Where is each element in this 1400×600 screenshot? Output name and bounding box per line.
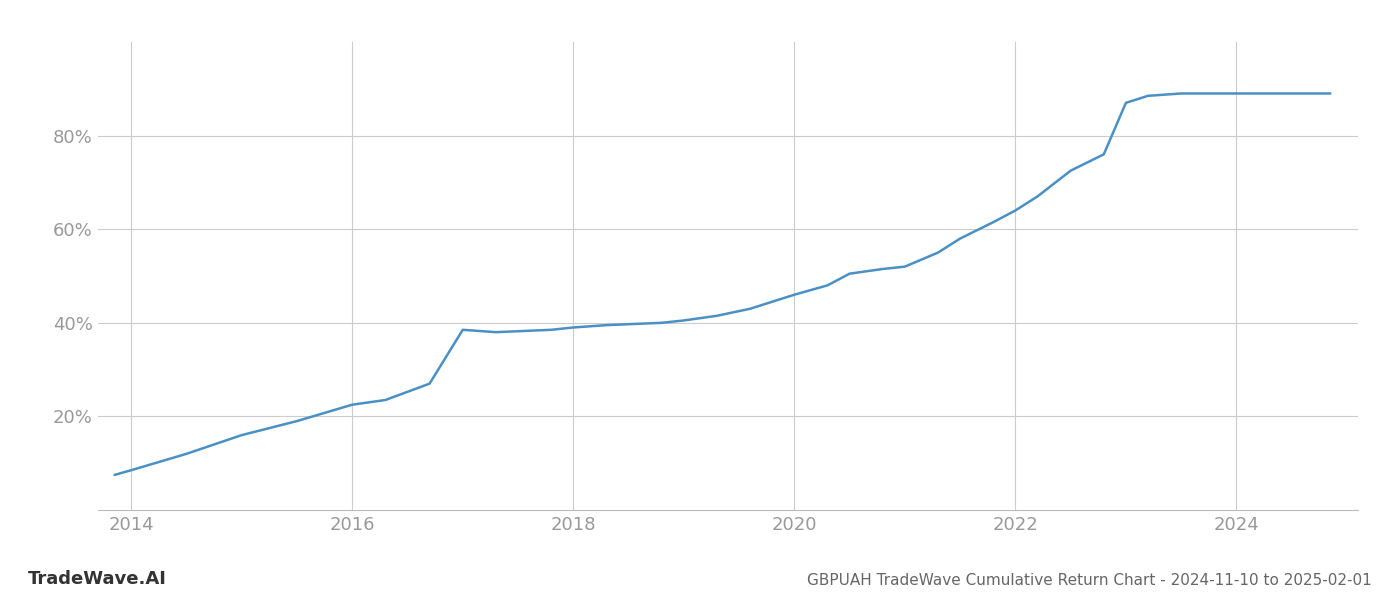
Text: TradeWave.AI: TradeWave.AI xyxy=(28,570,167,588)
Text: GBPUAH TradeWave Cumulative Return Chart - 2024-11-10 to 2025-02-01: GBPUAH TradeWave Cumulative Return Chart… xyxy=(808,573,1372,588)
